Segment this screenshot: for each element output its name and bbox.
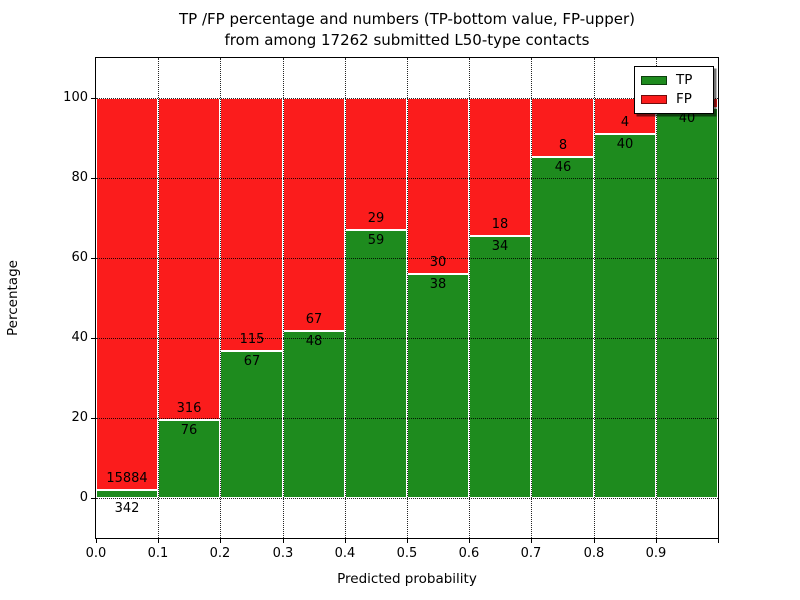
bar-tp-segment [469, 236, 531, 498]
bar-label-fp: 316 [176, 401, 202, 416]
x-tick [469, 539, 470, 543]
y-tick-label: 60 [71, 250, 88, 265]
bar-tp-segment [594, 134, 656, 498]
y-tick [91, 418, 95, 419]
bar-label-fp: 18 [491, 217, 509, 232]
bar-label-fp: 29 [367, 211, 385, 226]
y-tick [91, 258, 95, 259]
x-tick-label: 0.3 [272, 546, 294, 561]
bar-fp-segment [220, 98, 283, 351]
v-gridline [158, 58, 159, 538]
legend: TP FP [634, 66, 714, 114]
v-gridline [283, 58, 284, 538]
bar-label-tp: 342 [114, 501, 140, 516]
y-tick [91, 98, 95, 99]
y-tick [91, 338, 95, 339]
bar-label-tp: 46 [554, 160, 572, 175]
bar-tp-segment [531, 157, 594, 498]
bar-label-fp: 15884 [106, 471, 148, 486]
bar-tp-segment [96, 489, 158, 498]
x-tick [345, 539, 346, 543]
x-tick-label: 0.2 [209, 546, 231, 561]
tp-swatch-icon [641, 76, 667, 85]
x-tick-label: 0.4 [334, 546, 356, 561]
x-tick-label: 0.5 [396, 546, 418, 561]
legend-label-fp: FP [676, 91, 692, 107]
legend-entry-tp: TP [641, 71, 707, 90]
y-tick [91, 498, 95, 499]
bar-fp-segment [531, 98, 594, 158]
fp-swatch-icon [641, 95, 667, 104]
bar-tp-segment [407, 274, 469, 498]
x-tick-label: 0.1 [147, 546, 169, 561]
chart-title-line1: TP /FP percentage and numbers (TP-bottom… [179, 10, 635, 28]
y-tick-label: 100 [63, 90, 88, 105]
bar-tp-segment [283, 331, 345, 498]
bar-label-tp: 34 [491, 239, 509, 254]
y-tick-label: 20 [71, 410, 88, 425]
x-axis-label: Predicted probability [337, 571, 477, 587]
v-gridline [407, 58, 408, 538]
v-gridline [531, 58, 532, 538]
bar-label-fp: 8 [558, 138, 568, 153]
bar-fp-segment [283, 98, 345, 332]
y-axis-label: Percentage [5, 260, 21, 336]
y-tick-label: 0 [79, 490, 88, 505]
bar-label-tp: 38 [429, 277, 447, 292]
legend-label-tp: TP [676, 72, 693, 88]
v-gridline [469, 58, 470, 538]
bar-fp-segment [469, 98, 531, 237]
bar-tp-segment [158, 420, 220, 498]
bar-fp-segment [96, 98, 158, 490]
y-tick [91, 178, 95, 179]
bar-fp-segment [407, 98, 469, 275]
x-tick [594, 539, 595, 543]
x-tick-label: 0.8 [583, 546, 605, 561]
x-tick-label: 0.0 [85, 546, 107, 561]
x-tick [96, 539, 97, 543]
x-tick-label: 0.9 [645, 546, 667, 561]
chart-title-line2: from among 17262 submitted L50-type cont… [224, 31, 590, 49]
x-tick [158, 539, 159, 543]
bar-label-fp: 30 [429, 255, 447, 270]
bar-label-fp: 67 [305, 312, 323, 327]
x-tick [283, 539, 284, 543]
bar-label-tp: 40 [678, 111, 696, 126]
v-gridline [656, 58, 657, 538]
x-tick [656, 539, 657, 543]
bar-label-tp: 76 [180, 423, 198, 438]
y-tick-label: 80 [71, 170, 88, 185]
plot-area: TP FP [95, 57, 719, 539]
bar-label-fp: 4 [620, 115, 630, 130]
bar-fp-segment [158, 98, 220, 421]
bar-label-tp: 59 [367, 233, 385, 248]
bar-label-tp: 67 [243, 354, 261, 369]
x-tick-label: 0.7 [520, 546, 542, 561]
x-tick-label: 0.6 [458, 546, 480, 561]
bar-tp-segment [345, 229, 407, 498]
y-tick-label: 40 [71, 330, 88, 345]
bar-label-fp: 115 [239, 332, 265, 347]
v-gridline [345, 58, 346, 538]
x-tick [531, 539, 532, 543]
legend-entry-fp: FP [641, 90, 707, 109]
v-gridline [220, 58, 221, 538]
x-tick [220, 539, 221, 543]
x-tick [407, 539, 408, 543]
bar-tp-segment [220, 350, 283, 498]
chart-title: TP /FP percentage and numbers (TP-bottom… [7, 9, 800, 51]
x-tick [718, 539, 719, 543]
bar-tp-segment [656, 107, 718, 498]
bar-label-tp: 48 [305, 334, 323, 349]
bar-label-tp: 40 [616, 137, 634, 152]
v-gridline [594, 58, 595, 538]
